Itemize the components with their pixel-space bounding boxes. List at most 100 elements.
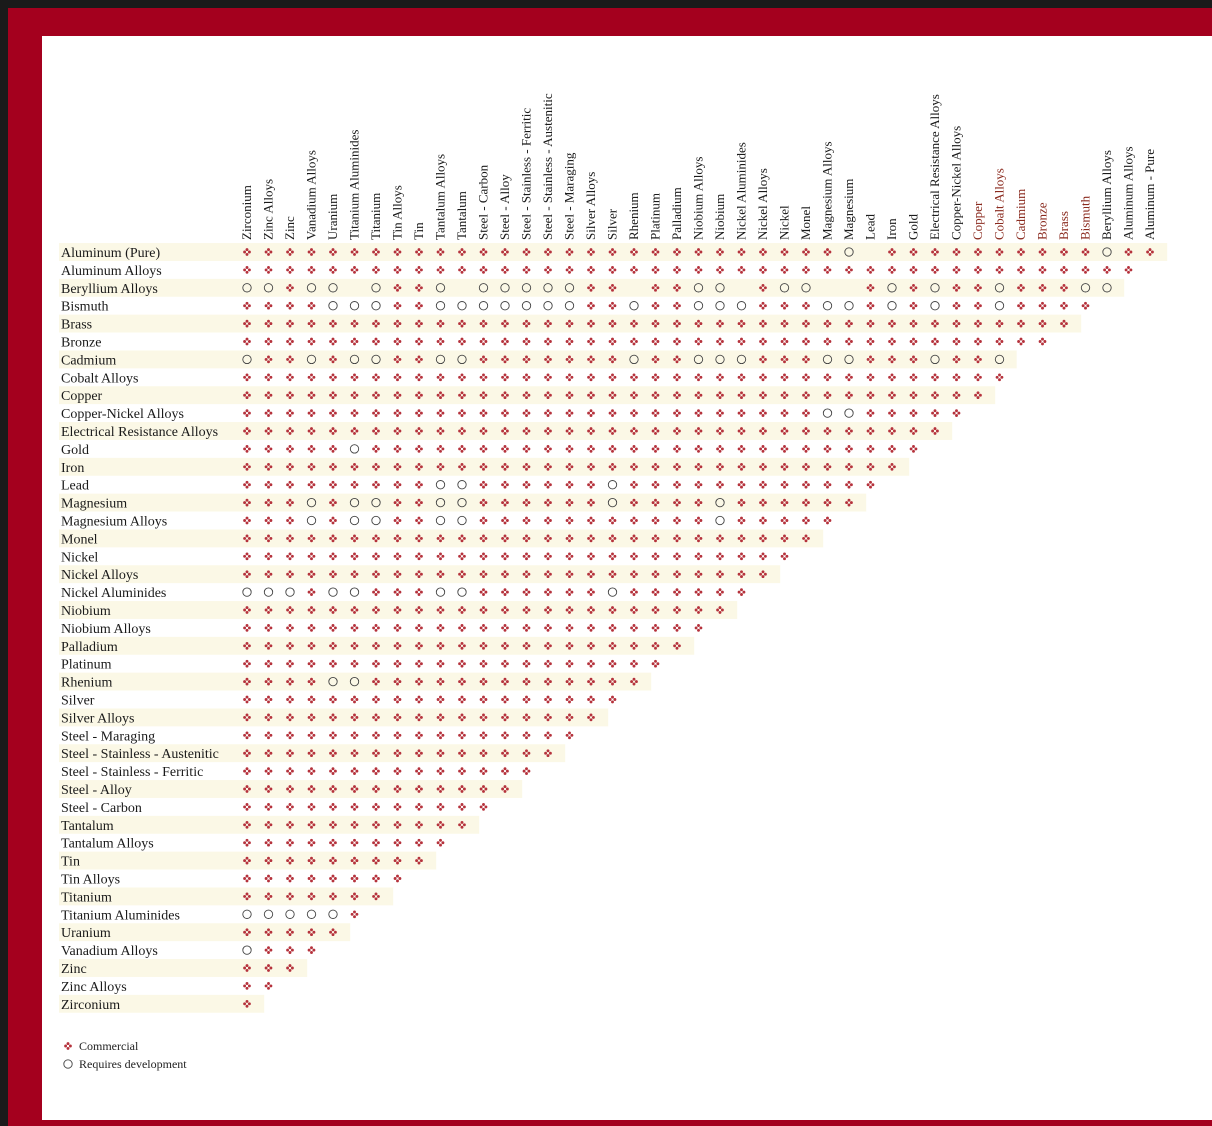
development-symbol [736,301,747,311]
commercial-symbol [866,337,875,346]
commercial-symbol [587,606,595,614]
commercial-symbol [286,624,294,632]
commercial-symbol [759,534,767,543]
commercial-symbol [888,427,896,435]
commercial-symbol [393,373,402,382]
commercial-symbol [286,641,294,650]
commercial-symbol [393,391,402,400]
commercial-symbol [974,319,982,328]
column-label: Beryllium Alloys [1099,150,1114,240]
row-label: Beryllium Alloys [61,282,158,297]
commercial-symbol [264,624,273,632]
commercial-symbol [307,588,316,596]
commercial-symbol [479,713,488,722]
commercial-symbol [479,319,488,328]
commercial-symbol [651,337,660,346]
commercial-symbol [415,713,423,722]
commercial-symbol [243,749,251,758]
commercial-symbol [458,319,466,328]
development-symbol [693,301,704,311]
commercial-symbol [845,319,853,328]
commercial-symbol [1060,283,1068,292]
row-label: Palladium [61,640,118,655]
row-band [59,350,1017,369]
commercial-symbol [565,391,574,400]
commercial-symbol [630,337,638,346]
commercial-symbol [608,516,617,525]
commercial-symbol [673,301,681,310]
commercial-symbol [673,409,681,417]
commercial-symbol [264,820,273,829]
commercial-symbol [372,570,380,579]
commercial-symbol [393,534,402,543]
commercial-symbol [630,409,638,417]
commercial-symbol [587,552,595,561]
commercial-symbol [329,337,337,346]
development-symbol [801,283,811,293]
commercial-symbol [866,266,875,274]
commercial-symbol [479,749,488,758]
commercial-symbol [673,534,681,543]
commercial-symbol [286,892,294,901]
commercial-symbol [350,391,359,400]
commercial-symbol [393,570,402,579]
commercial-symbol [587,427,595,435]
commercial-symbol [393,856,402,865]
commercial-symbol [286,480,294,489]
row-label: Tin Alloys [61,873,120,888]
column-label: Silver Alloys [583,172,598,240]
commercial-symbol [501,248,509,256]
commercial-symbol [587,266,595,274]
commercial-symbol [673,516,681,525]
commercial-symbol [737,570,746,579]
commercial-symbol [479,731,488,740]
commercial-symbol [479,641,488,650]
column-label: Rhenium [626,192,641,240]
development-symbol [457,497,467,508]
commercial-symbol [630,462,638,471]
commercial-symbol [587,534,595,543]
commercial-symbol [544,677,552,686]
commercial-symbol [329,409,337,417]
commercial-symbol [651,498,660,507]
commercial-symbol [651,409,660,417]
commercial-symbol [286,713,294,722]
row-label: Copper [61,389,103,404]
commercial-symbol [952,355,961,364]
commercial-symbol [952,248,961,256]
commercial-symbol [608,373,617,382]
commercial-symbol [393,480,402,489]
commercial-symbol [350,713,359,722]
commercial-symbol [307,534,316,543]
commercial-symbol [845,391,853,400]
commercial-symbol [436,641,445,650]
commercial-symbol [264,856,273,865]
row-label: Uranium [61,926,111,941]
commercial-symbol [909,427,918,435]
commercial-symbol [393,283,402,292]
commercial-symbol [780,445,789,453]
row-label: Silver Alloys [61,711,135,726]
commercial-symbol [243,373,251,382]
commercial-symbol [759,498,767,507]
commercial-symbol [436,624,445,632]
commercial-symbol [1038,337,1047,346]
commercial-symbol [479,248,488,256]
commercial-symbol [286,820,294,829]
commercial-symbol [264,641,273,650]
commercial-symbol [307,266,316,274]
commercial-symbol [759,301,767,310]
commercial-symbol [286,391,294,400]
commercial-symbol [243,928,251,937]
commercial-symbol [372,534,380,543]
commercial-symbol [243,606,251,614]
commercial-symbol [501,677,509,686]
commercial-symbol [780,462,789,471]
commercial-symbol [522,606,531,614]
commercial-symbol [458,785,466,793]
commercial-symbol [673,498,681,507]
commercial-symbol [845,427,853,435]
commercial-symbol [673,427,681,435]
commercial-symbol [307,892,316,901]
column-label: Steel - Alloy [497,174,512,240]
